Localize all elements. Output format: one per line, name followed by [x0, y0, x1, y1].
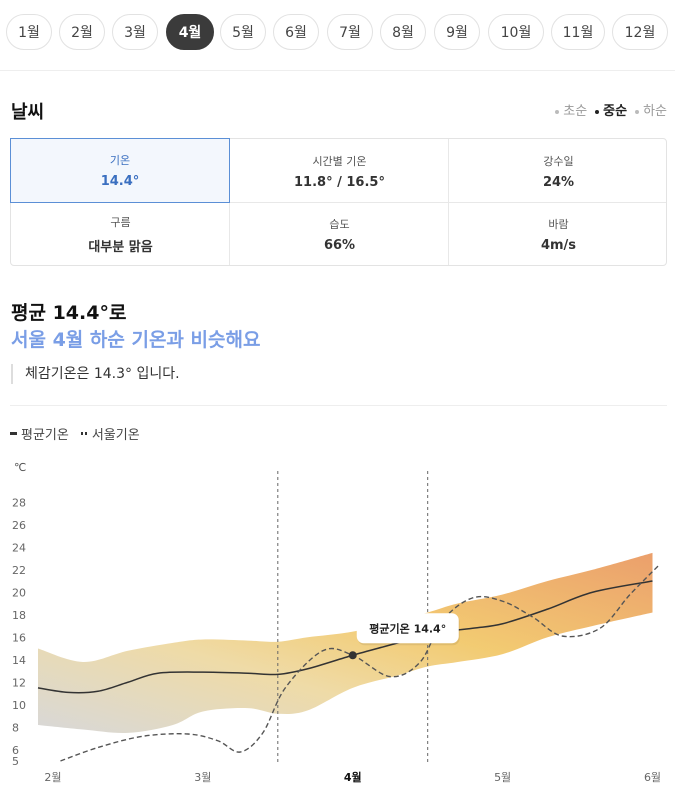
bullet-dot-icon [635, 109, 640, 114]
month-tab-8[interactable]: 8월 [380, 14, 426, 50]
y-tick-label: 12 [12, 676, 26, 689]
chart-legend: 평균기온 서울기온 [10, 424, 140, 443]
solid-line-icon [10, 432, 17, 435]
month-tab-12[interactable]: 12월 [612, 14, 668, 50]
selected-point-marker [348, 651, 357, 660]
weather-cell-precipitation[interactable]: 강수일 24% [449, 139, 668, 203]
period-early[interactable]: 초순 [555, 100, 587, 119]
month-tab-1[interactable]: 1월 [6, 14, 52, 50]
weather-cell-label: 강수일 [543, 154, 574, 168]
weather-cell-hourly-temperature[interactable]: 시간별 기온 11.8° / 16.5° [230, 139, 449, 203]
bullet-dot-icon [595, 109, 600, 114]
period-label: 초순 [563, 104, 588, 119]
y-tick-label: 26 [12, 519, 26, 532]
section-divider [10, 405, 667, 406]
period-label: 하순 [643, 104, 667, 119]
summary-average: 평균 14.4°로 [11, 302, 127, 324]
y-tick-label: 5 [12, 755, 19, 768]
weather-cell-value: 66% [323, 237, 356, 253]
month-tab-5[interactable]: 5월 [220, 14, 266, 50]
y-tick-label: 28 [12, 496, 26, 509]
month-tab-6[interactable]: 6월 [273, 14, 319, 50]
y-tick-label: 24 [12, 541, 26, 554]
average-temperature-line [37, 580, 653, 694]
weather-cell-label: 시간별 기온 [312, 154, 367, 168]
y-tick-label: 6 [12, 744, 19, 757]
month-tab-2[interactable]: 2월 [59, 14, 105, 50]
x-tick-label: 3월 [194, 771, 211, 784]
month-tab-4[interactable]: 4월 [166, 14, 214, 50]
weather-cell-humidity[interactable]: 습도 66% [230, 202, 449, 266]
weather-title: 날씨 [11, 102, 45, 123]
legend-avg-label: 평균기온 [21, 428, 69, 443]
legend-avg: 평균기온 [10, 424, 69, 443]
y-tick-label: 14 [12, 654, 26, 667]
x-tick-label: 4월 [344, 770, 362, 784]
y-tick-label: 20 [12, 586, 26, 599]
month-tab-10[interactable]: 10월 [488, 14, 544, 50]
dashed-line-icon [80, 432, 88, 435]
weather-cell-value: 24% [542, 174, 575, 190]
period-late[interactable]: 하순 [635, 100, 667, 119]
weather-cell-label: 구름 [110, 215, 131, 229]
month-tabs: 1월 2월 3월 4월 5월 6월 7월 8월 9월 10월 11월 12월 [0, 0, 675, 71]
weather-cell-label: 습도 [329, 217, 350, 231]
legend-seoul-label: 서울기온 [91, 428, 140, 443]
y-tick-label: 8 [12, 721, 19, 734]
y-tick-label: 10 [12, 699, 26, 712]
legend-seoul: 서울기온 [80, 424, 140, 443]
x-tick-label: 5월 [494, 771, 511, 784]
x-tick-label: 2월 [44, 771, 61, 784]
grid-divider [11, 202, 666, 203]
x-tick-label: 6월 [644, 771, 661, 784]
month-tab-9[interactable]: 9월 [434, 14, 480, 50]
month-tab-7[interactable]: 7월 [327, 14, 373, 50]
weather-cell-label: 기온 [109, 154, 131, 167]
period-mid[interactable]: 중순 [595, 100, 627, 119]
y-tick-label: 22 [12, 564, 26, 577]
tooltip-box [356, 613, 459, 644]
feels-like-text: 체감기온은 14.3° 입니다. [11, 364, 180, 384]
tooltip-text: 평균기온 14.4° [369, 621, 446, 635]
temperature-range-band [38, 552, 653, 734]
y-axis-unit: ℃ [14, 461, 26, 474]
bullet-dot-icon [555, 109, 560, 114]
period-toggle: 초순 중순 하순 [555, 100, 667, 119]
weather-cell-value: 대부분 맑음 [88, 239, 153, 255]
summary-compare: 서울 4월 하순 기온과 비슷해요 [11, 329, 261, 351]
temperature-chart: ℃ 56 8 10 12 14 16 18 20 22 24 26 28 2월 3월 4월 5월 6월 평균기온… [12, 461, 661, 784]
weather-cell-wind[interactable]: 바람 4m/s [449, 202, 668, 266]
weather-cell-temperature[interactable]: 기온 14.4° [10, 138, 230, 203]
month-tab-11[interactable]: 11월 [551, 14, 605, 50]
weather-cell-label: 바람 [548, 217, 569, 231]
month-tab-3[interactable]: 3월 [112, 14, 158, 50]
y-tick-label: 18 [12, 609, 26, 622]
weather-cell-value: 14.4° [100, 174, 140, 189]
y-tick-label: 16 [12, 631, 26, 644]
weather-cell-value: 11.8° / 16.5° [294, 174, 385, 190]
period-label: 중순 [603, 104, 628, 119]
weather-cell-value: 4m/s [540, 237, 577, 253]
